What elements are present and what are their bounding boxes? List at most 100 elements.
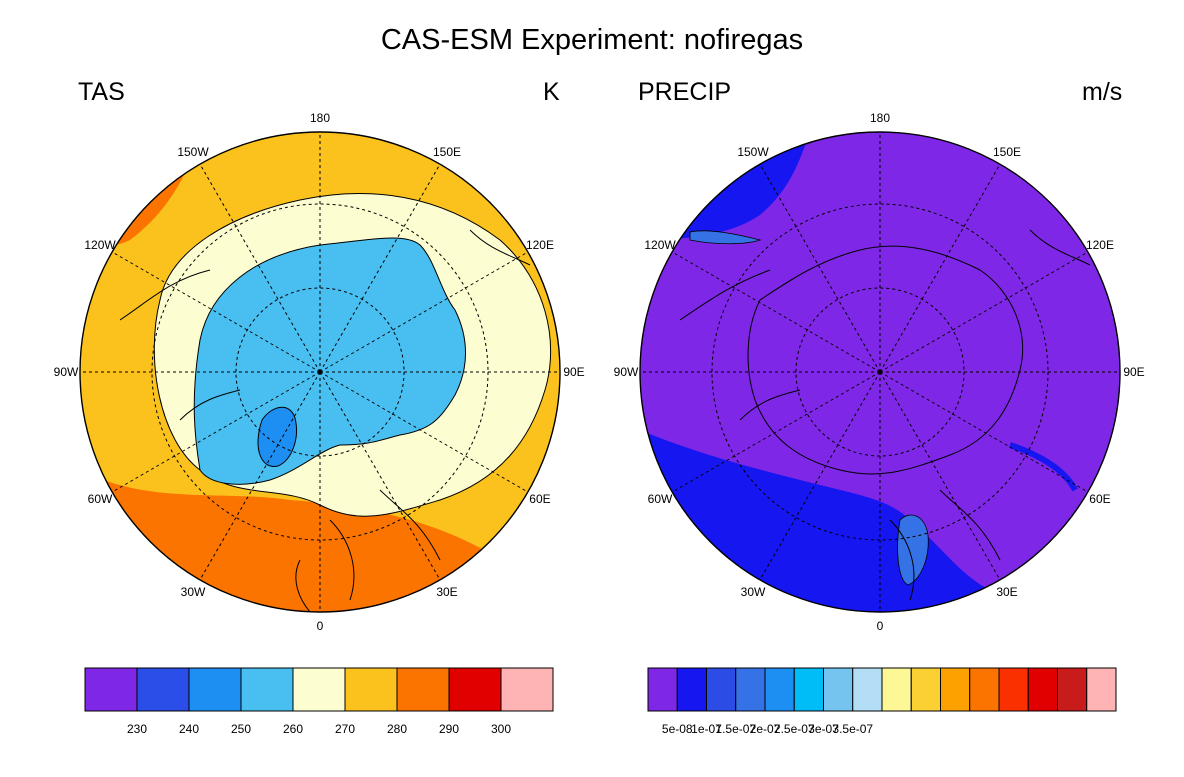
precip-meridian [759,163,881,373]
precip-colorbar-swatch [881,667,912,712]
tas-colorbar-swatch [292,667,346,712]
precip-colorbar-tick-label: 1e-07 [691,722,722,736]
precip-meridian [671,251,881,373]
precip-lon-label: 120E [1086,238,1114,252]
precip-storm-cell [897,514,929,586]
tas-lon-label: 60W [88,492,113,506]
tas-lon-label: 150W [177,145,209,159]
tas-lon-label: 90E [563,365,584,379]
tas-coldest-region [257,406,297,467]
precip-colorbar-swatch [969,667,1000,712]
tas-colorbar-tick-label: 290 [439,722,459,736]
precip-lon-label: 0 [877,619,884,633]
precip-eurasia-band [1009,442,1078,492]
tas-meridian [111,371,321,493]
tas-colorbar-swatch [500,667,554,712]
tas-lon-label: 180 [310,111,330,125]
precip-colorbar: 5e-081e-071.5e-072e-072.5e-073e-073.5e-0… [647,667,1117,736]
tas-meridian [199,163,321,373]
precip-map: 180 150E 120E 90E 60E 30E 0 30W 60W 90W 120W 150W [614,111,1145,633]
figure-title: CAS-ESM Experiment: nofiregas [380,24,804,56]
precip-colorbar-tick-label: 2e-07 [750,722,781,736]
precip-meridian [879,163,1001,373]
tas-colorbar-tick-label: 270 [335,722,355,736]
tas-meridian [319,251,529,373]
precip-coastlines [679,229,1091,601]
precip-graticule [640,132,1120,612]
tas-colorbar-swatch [240,667,294,712]
precip-pacific-cell [689,230,762,245]
tas-meridian [319,163,441,373]
tas-meridian [319,371,441,581]
precip-meridian [879,371,1089,493]
precip-colorbar-swatch [823,667,854,712]
precip-lon-label: 180 [870,111,890,125]
precip-meridian [759,371,881,581]
tas-colorbar-tick-label: 230 [127,722,147,736]
tas-graticule [80,132,560,612]
precip-colorbar-swatch [1086,667,1117,712]
tas-colorbar: 230 240 250 260 270 280 290 300 [84,667,554,736]
precip-colorbar-swatch [940,667,971,712]
precip-colorbar-swatch [1027,667,1058,712]
tas-colorbar-tick-label: 300 [491,722,511,736]
tas-colorbar-tick-label: 280 [387,722,407,736]
tas-colorbar-tick-label: 240 [179,722,199,736]
precip-map-border [639,131,1121,613]
precip-colorbar-swatch [706,667,737,712]
precip-colorbar-swatch [793,667,824,712]
tas-colorbar-tick-label: 260 [283,722,303,736]
precip-meridian [879,251,1089,373]
precip-lon-label: 150E [993,145,1021,159]
precip-units-label: m/s [1082,78,1123,106]
precip-lon-label: 60W [648,492,673,506]
precip-colorbar-tick-label: 1.5e-07 [715,722,756,736]
tas-lon-label: 120E [526,238,554,252]
tas-colorbar-tick-label: 250 [231,722,251,736]
precip-colorbar-tick-label: 3e-07 [808,722,839,736]
tas-lon-label: 90W [54,365,79,379]
precip-colorbar-tick-label: 2.5e-07 [774,722,815,736]
tas-map-border [79,131,561,613]
tas-units-label: K [543,78,560,106]
precip-lon-label: 60E [1089,492,1110,506]
tas-meridian [111,251,321,373]
tas-lon-label: 30W [181,585,206,599]
precip-colorbar-tick-label: 3.5e-07 [832,722,873,736]
tas-colorbar-swatch [136,667,190,712]
tas-map: 180 150E 120E 90E 60E 30E 0 30W 60W 90W 120W 150W [54,111,585,633]
precip-colorbar-swatch [998,667,1029,712]
precip-lon-label: 120W [644,238,676,252]
tas-variable-label: TAS [78,78,125,106]
precip-lon-label: 30E [996,585,1017,599]
tas-meridian [199,371,321,581]
precip-colorbar-swatch [764,667,795,712]
tas-meridian [319,371,529,493]
tas-colorbar-swatch [448,667,502,712]
tas-colorbar-swatch [84,667,138,712]
precip-atlantic-band [640,430,1120,612]
precip-lon-label: 30W [741,585,766,599]
precip-lon-label: 90E [1123,365,1144,379]
tas-colorbar-swatch [344,667,398,712]
tas-lon-label: 30E [436,585,457,599]
precip-variable-label: PRECIP [638,78,732,106]
tas-colorbar-swatch [396,667,450,712]
precip-colorbar-swatch [735,667,766,712]
precip-meridian [879,371,1001,581]
precip-meridian [671,371,881,493]
tas-lon-label: 120W [84,238,116,252]
precip-colorbar-swatch [910,667,941,712]
tas-lon-label: 0 [317,619,324,633]
tas-colorbar-swatch [188,667,242,712]
tas-lon-label: 60E [529,492,550,506]
precip-longitude-labels: 180 150E 120E 90E 60E 30E 0 30W 60W 90W 120W 150W [614,111,1145,633]
tas-coastlines [119,229,531,612]
precip-colorbar-swatch [1057,667,1088,712]
tas-longitude-labels: 180 150E 120E 90E 60E 30E 0 30W 60W 90W 120W 150W [54,111,585,633]
tas-lon-label: 150E [433,145,461,159]
precip-colorbar-swatch [852,667,883,712]
precip-lon-label: 150W [737,145,769,159]
